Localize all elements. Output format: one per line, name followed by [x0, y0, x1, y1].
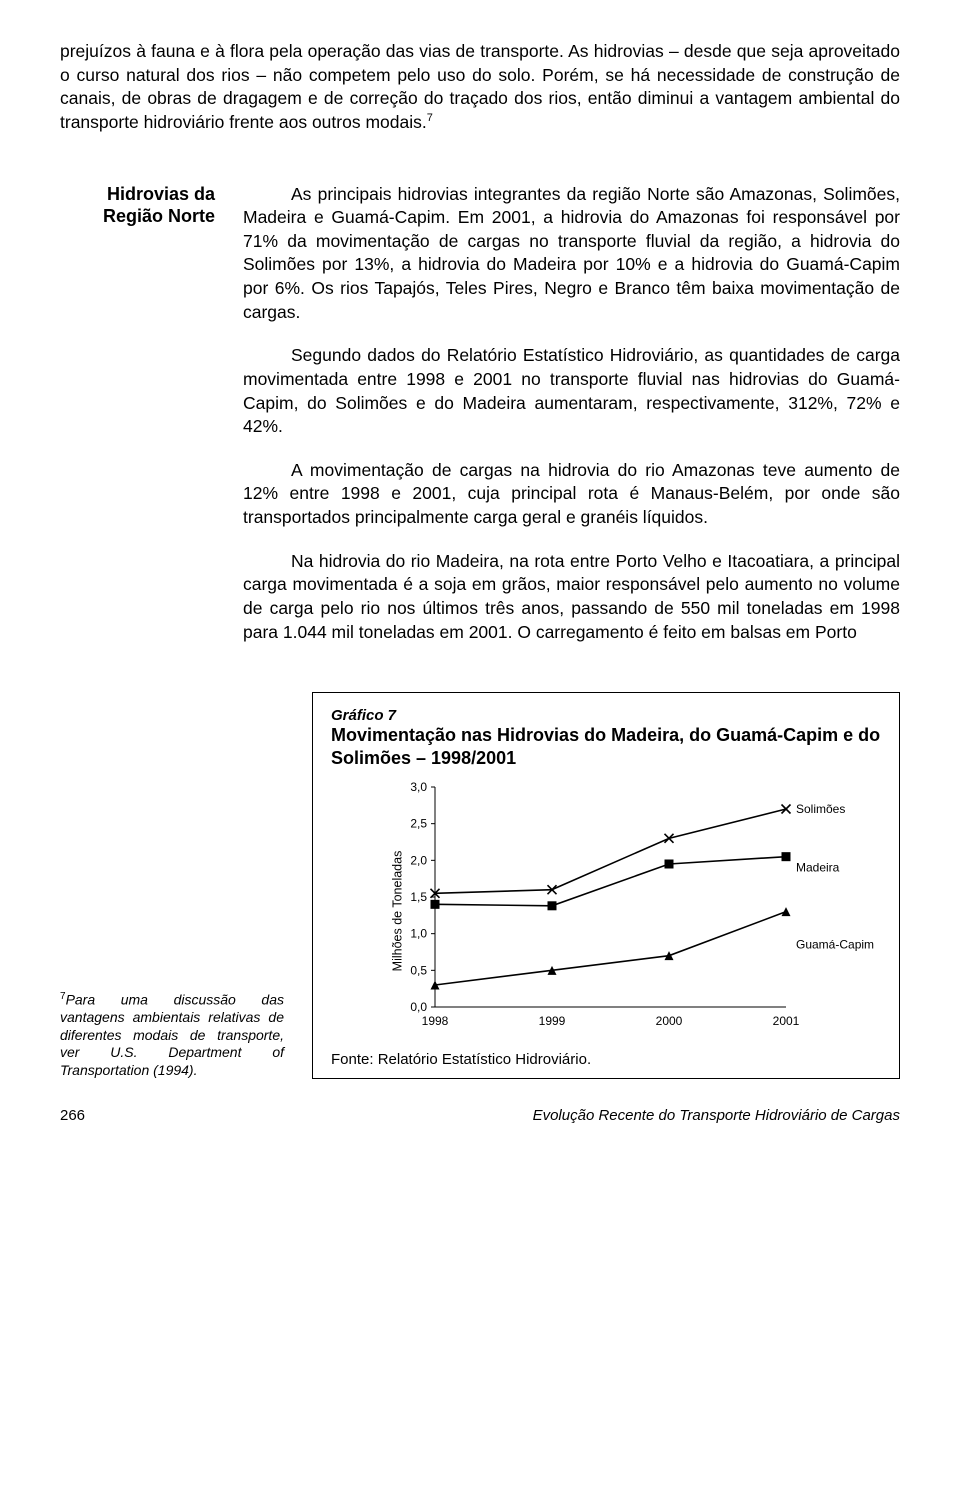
body-paragraph-4: Na hidrovia do rio Madeira, na rota entr… [243, 550, 900, 645]
svg-text:Madeira: Madeira [796, 861, 840, 875]
section-heading: Hidrovias da Região Norte [60, 183, 215, 665]
body-paragraph-1: As principais hidrovias integrantes da r… [243, 183, 900, 325]
body-paragraph-3: A movimentação de cargas na hidrovia do … [243, 459, 900, 530]
footnote-text: Para uma discussão das vantagens ambient… [60, 992, 284, 1078]
svg-text:1999: 1999 [539, 1014, 566, 1028]
svg-text:2001: 2001 [773, 1014, 800, 1028]
chart-caption: Gráfico 7 [331, 707, 881, 724]
yaxis-title: Milhões de Toneladas [390, 851, 404, 972]
chart-title: Movimentação nas Hidrovias do Madeira, d… [331, 724, 881, 769]
section-heading-line2: Região Norte [103, 206, 215, 226]
top-paragraph: prejuízos à fauna e à flora pela operaçã… [60, 40, 900, 135]
chart-source: Fonte: Relatório Estatístico Hidroviário… [331, 1051, 881, 1068]
svg-text:0,0: 0,0 [410, 1000, 427, 1014]
chart-stage: Milhões de Toneladas 0,0 0,5 1,0 1,5 2,0 2,5 3… [391, 781, 881, 1041]
svg-text:0,5: 0,5 [410, 963, 427, 977]
svg-text:Guamá-Capim: Guamá-Capim [796, 938, 874, 952]
footer-row: 7Para uma discussão das vantagens ambien… [60, 684, 900, 1079]
svg-text:1998: 1998 [422, 1014, 449, 1028]
svg-text:Solimões: Solimões [796, 802, 845, 816]
svg-text:1,5: 1,5 [410, 890, 427, 904]
page-number: 266 [60, 1107, 85, 1124]
svg-text:2,5: 2,5 [410, 817, 427, 831]
section-body: As principais hidrovias integrantes da r… [243, 183, 900, 665]
chart-svg: 0,0 0,5 1,0 1,5 2,0 2,5 3,0 1998 1999 2000 2001 Sol… [391, 781, 881, 1031]
svg-text:2000: 2000 [656, 1014, 683, 1028]
chart-box: Gráfico 7 Movimentação nas Hidrovias do … [312, 692, 900, 1079]
svg-text:2,0: 2,0 [410, 853, 427, 867]
running-title: Evolução Recente do Transporte Hidroviár… [533, 1107, 900, 1124]
section-heading-line1: Hidrovias da [107, 184, 215, 204]
footnote-ref-7: 7 [427, 112, 433, 124]
svg-text:1,0: 1,0 [410, 927, 427, 941]
body-paragraph-2: Segundo dados do Relatório Estatístico H… [243, 344, 900, 439]
footnote-7: 7Para uma discussão das vantagens ambien… [60, 991, 284, 1079]
top-paragraph-text: prejuízos à fauna e à flora pela operaçã… [60, 41, 900, 132]
page-footer: 266 Evolução Recente do Transporte Hidro… [60, 1107, 900, 1124]
svg-text:3,0: 3,0 [410, 781, 427, 794]
chart-container: Gráfico 7 Movimentação nas Hidrovias do … [312, 684, 900, 1079]
section-hidrovias-norte: Hidrovias da Região Norte As principais … [60, 183, 900, 665]
